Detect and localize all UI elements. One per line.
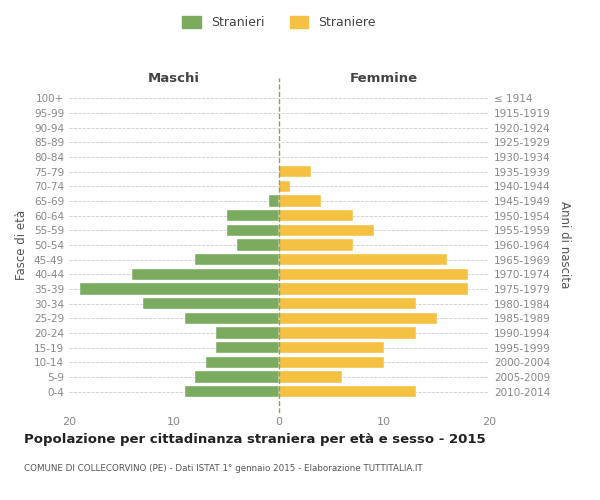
Text: Maschi: Maschi	[148, 72, 200, 86]
Bar	[185, 312, 279, 324]
Bar	[279, 327, 415, 338]
Text: Femmine: Femmine	[350, 72, 418, 86]
Bar	[269, 196, 279, 206]
Bar	[143, 298, 279, 310]
Bar	[205, 356, 279, 368]
Bar	[279, 254, 447, 266]
Bar	[279, 166, 311, 177]
Bar	[279, 210, 353, 222]
Bar	[279, 371, 342, 382]
Bar	[279, 284, 468, 294]
Y-axis label: Fasce di età: Fasce di età	[16, 210, 28, 280]
Bar	[279, 268, 468, 280]
Bar	[132, 268, 279, 280]
Bar	[227, 224, 279, 236]
Bar	[279, 386, 415, 398]
Bar	[216, 327, 279, 338]
Bar	[279, 356, 384, 368]
Bar	[279, 312, 437, 324]
Text: COMUNE DI COLLECORVINO (PE) - Dati ISTAT 1° gennaio 2015 - Elaborazione TUTTITAL: COMUNE DI COLLECORVINO (PE) - Dati ISTAT…	[24, 464, 423, 473]
Bar	[279, 298, 415, 310]
Bar	[279, 180, 290, 192]
Bar	[195, 371, 279, 382]
Bar	[279, 224, 373, 236]
Bar	[185, 386, 279, 398]
Bar	[237, 240, 279, 250]
Legend: Stranieri, Straniere: Stranieri, Straniere	[177, 11, 381, 34]
Bar	[79, 284, 279, 294]
Text: Popolazione per cittadinanza straniera per età e sesso - 2015: Popolazione per cittadinanza straniera p…	[24, 432, 485, 446]
Bar	[227, 210, 279, 222]
Bar	[279, 342, 384, 353]
Bar	[279, 240, 353, 250]
Y-axis label: Anni di nascita: Anni di nascita	[557, 202, 571, 288]
Bar	[279, 196, 321, 206]
Bar	[195, 254, 279, 266]
Bar	[216, 342, 279, 353]
